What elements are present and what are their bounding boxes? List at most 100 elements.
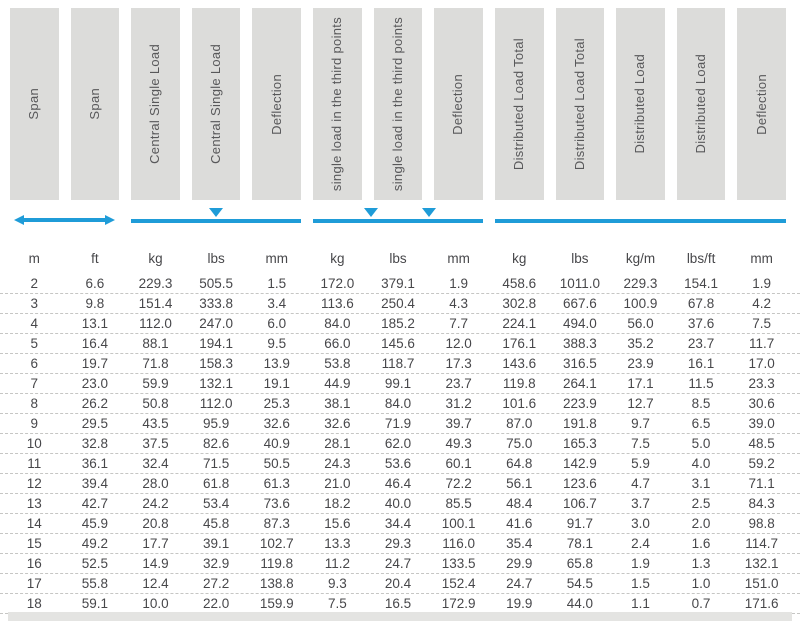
table-cell: 15 [26,536,42,551]
table-cell: 1.9 [631,556,650,571]
table-cell: 16.5 [384,596,412,611]
arrowhead-right-icon [105,215,116,225]
table-cell: 45.9 [81,516,109,531]
unit-label: kg [148,251,163,266]
table-cell: 99.1 [384,376,412,391]
arrowhead-left-icon [14,215,24,225]
table-cell: 12.0 [445,336,472,351]
table-cell: 6.5 [691,416,711,431]
distributed-load-indicator [494,202,786,226]
table-cell: 9.7 [631,416,650,431]
table-cell: 458.6 [502,276,537,291]
central-load-indicator [131,202,302,226]
table-cell: 21.0 [324,476,351,491]
load-point-marker-icon [421,208,436,217]
table-cell: 62.0 [384,436,412,451]
column-header-7: single load in the third points [373,8,423,200]
column-header-1: Span [10,8,59,200]
table-cell: 60.1 [445,456,472,471]
table-cell: 264.1 [562,376,597,391]
table-cell: 8 [30,396,39,411]
table-cell: 29.9 [506,556,533,571]
table-row: 6 19.7 71.8 158.3 13.9 53.8 118.7 17.3 143.6 316.… [0,354,800,374]
column-header-label: single load in the third points [329,16,345,192]
table-cell: 37.6 [687,316,715,331]
table-cell: 32.4 [142,456,169,471]
table-cell: 75.0 [506,436,533,451]
table-cell: 494.0 [562,316,597,331]
column-header-label: Central Single Load [147,44,163,164]
table-cell: 95.9 [203,416,230,431]
table-cell: 19.7 [81,356,109,371]
table-cell: 46.4 [384,476,412,491]
column-header-label: Distributed Load [632,54,648,154]
table-cell: 3.0 [631,516,650,531]
table-cell: 65.8 [566,556,593,571]
column-header-label: Distributed Load Total [511,37,527,171]
table-cell: 223.9 [562,396,597,411]
table-cell: 23.7 [687,336,715,351]
table-cell: 11.7 [749,336,775,351]
table-cell: 2.4 [631,536,650,551]
column-header-label: Distributed Load Total [571,37,587,171]
table-cell: 132.1 [199,376,234,391]
table-cell: 5.9 [631,456,650,471]
table-cell: 26.2 [81,396,109,411]
table-cell: 667.6 [562,296,597,311]
table-cell: 185.2 [381,316,415,331]
table-cell: 23.3 [748,376,775,391]
table-cell: 61.8 [203,476,230,491]
table-row: 4 13.1 112.0 247.0 6.0 84.0 185.2 7.7 224.1 494.0… [0,314,800,334]
load-point-marker-icon [209,208,224,217]
table-cell: 119.8 [502,376,536,391]
table-cell: 151.4 [138,296,173,311]
column-header-label: Central Single Load [208,44,224,164]
table-cell: 10.0 [142,596,169,611]
table-cell: 23.7 [445,376,472,391]
column-header-label: single load in the third points [389,16,405,192]
table-cell: 98.8 [748,516,775,531]
table-cell: 35.4 [506,536,533,551]
table-cell: 52.5 [81,556,109,571]
table-cell: 64.8 [506,456,533,471]
table-cell: 154.1 [684,276,718,291]
units-row: m ft kg lbs mm kg lbs mm kg lbs kg/m lbs/ft mm [0,248,800,270]
table-cell: 4.2 [752,296,772,311]
table-cell: 31.2 [445,396,472,411]
table-cell: 333.8 [199,296,234,311]
table-cell: 49.2 [81,536,109,551]
unit-label: mm [750,251,773,266]
table-cell: 87.0 [506,416,533,431]
table-cell: 41.6 [506,516,533,531]
table-cell: 32.6 [324,416,351,431]
table-cell: 23.0 [81,376,109,391]
table-cell: 39.1 [203,536,230,551]
table-cell: 9.3 [327,576,347,591]
table-cell: 32.9 [203,556,230,571]
table-cell: 44.0 [566,596,593,611]
table-row: 12 39.4 28.0 61.8 61.3 21.0 46.4 72.2 56.1 123.6 4… [0,474,800,494]
table-row: 10 32.8 37.5 82.6 40.9 28.1 62.0 49.3 75.0 165.3 7… [0,434,800,454]
table-cell: 12.7 [627,396,654,411]
table-row: 5 16.4 88.1 194.1 9.5 66.0 145.6 12.0 176.1 388.3… [0,334,800,354]
table-cell: 1.9 [449,276,468,291]
unit-label: ft [91,251,99,266]
column-header-8: Deflection [434,8,483,200]
table-cell: 151.0 [744,576,779,591]
table-cell: 43.5 [142,416,169,431]
unit-label: m [28,251,40,266]
table-cell: 5.0 [691,436,711,451]
table-cell: 224.1 [502,316,537,331]
table-cell: 6 [30,356,39,371]
table-row: 15 49.2 17.7 39.1 102.7 13.3 29.3 116.0 35.4 78.1… [0,534,800,554]
table-cell: 14 [26,516,42,531]
table-cell: 66.0 [324,336,351,351]
table-cell: 2.5 [691,496,711,511]
table-cell: 143.6 [502,356,537,371]
table-cell: 8.5 [691,396,711,411]
table-cell: 5 [30,336,39,351]
column-header-label: Deflection [268,73,284,135]
table-cell: 53.4 [203,496,230,511]
unit-label: mm [447,251,470,266]
